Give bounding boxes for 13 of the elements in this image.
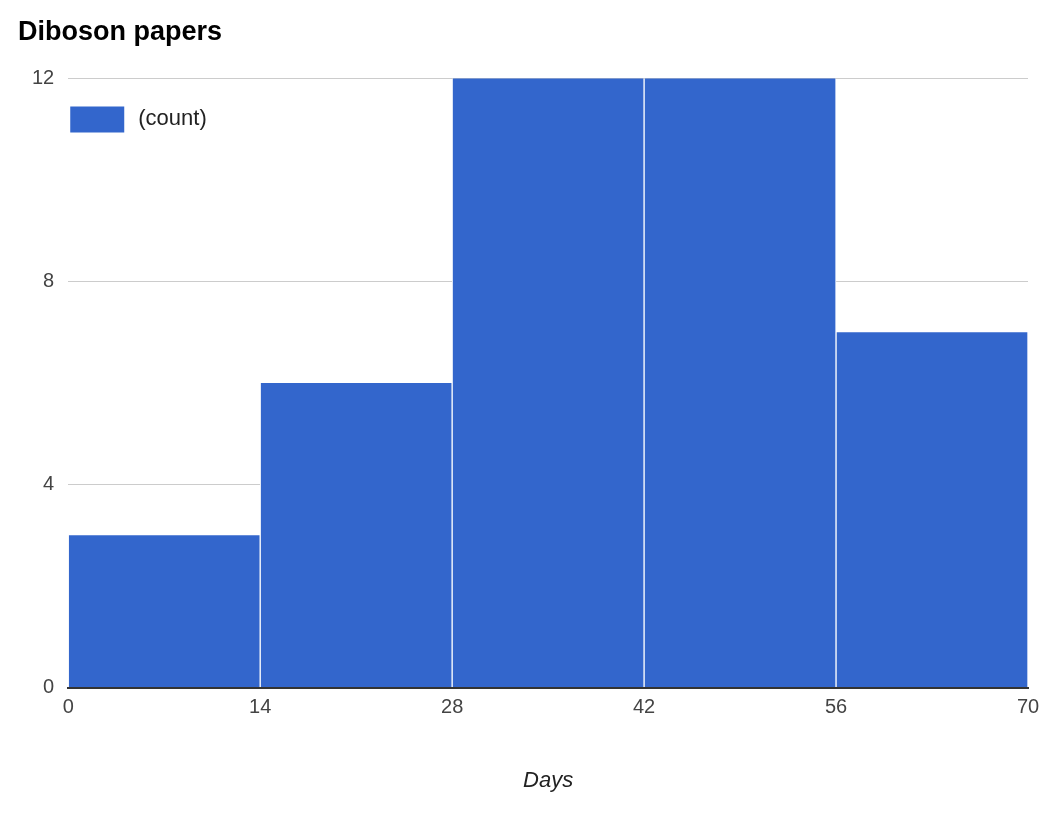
x-axis-title: Days: [523, 766, 574, 792]
x-tick-label: 70: [1016, 695, 1040, 718]
y-tick-label: 12: [32, 65, 55, 88]
chart-title: Diboson papers: [18, 15, 223, 46]
x-tick-label: 0: [62, 695, 74, 718]
x-tick-label: 14: [249, 695, 272, 718]
x-tick-label: 42: [632, 695, 656, 718]
y-tick-label: 8: [43, 268, 55, 291]
legend-label: (count): [138, 105, 207, 131]
x-tick-label: 28: [441, 695, 464, 718]
y-tick-label: 0: [43, 675, 55, 698]
x-tick-label: 56: [824, 695, 848, 718]
y-tick-label: 4: [43, 472, 55, 495]
